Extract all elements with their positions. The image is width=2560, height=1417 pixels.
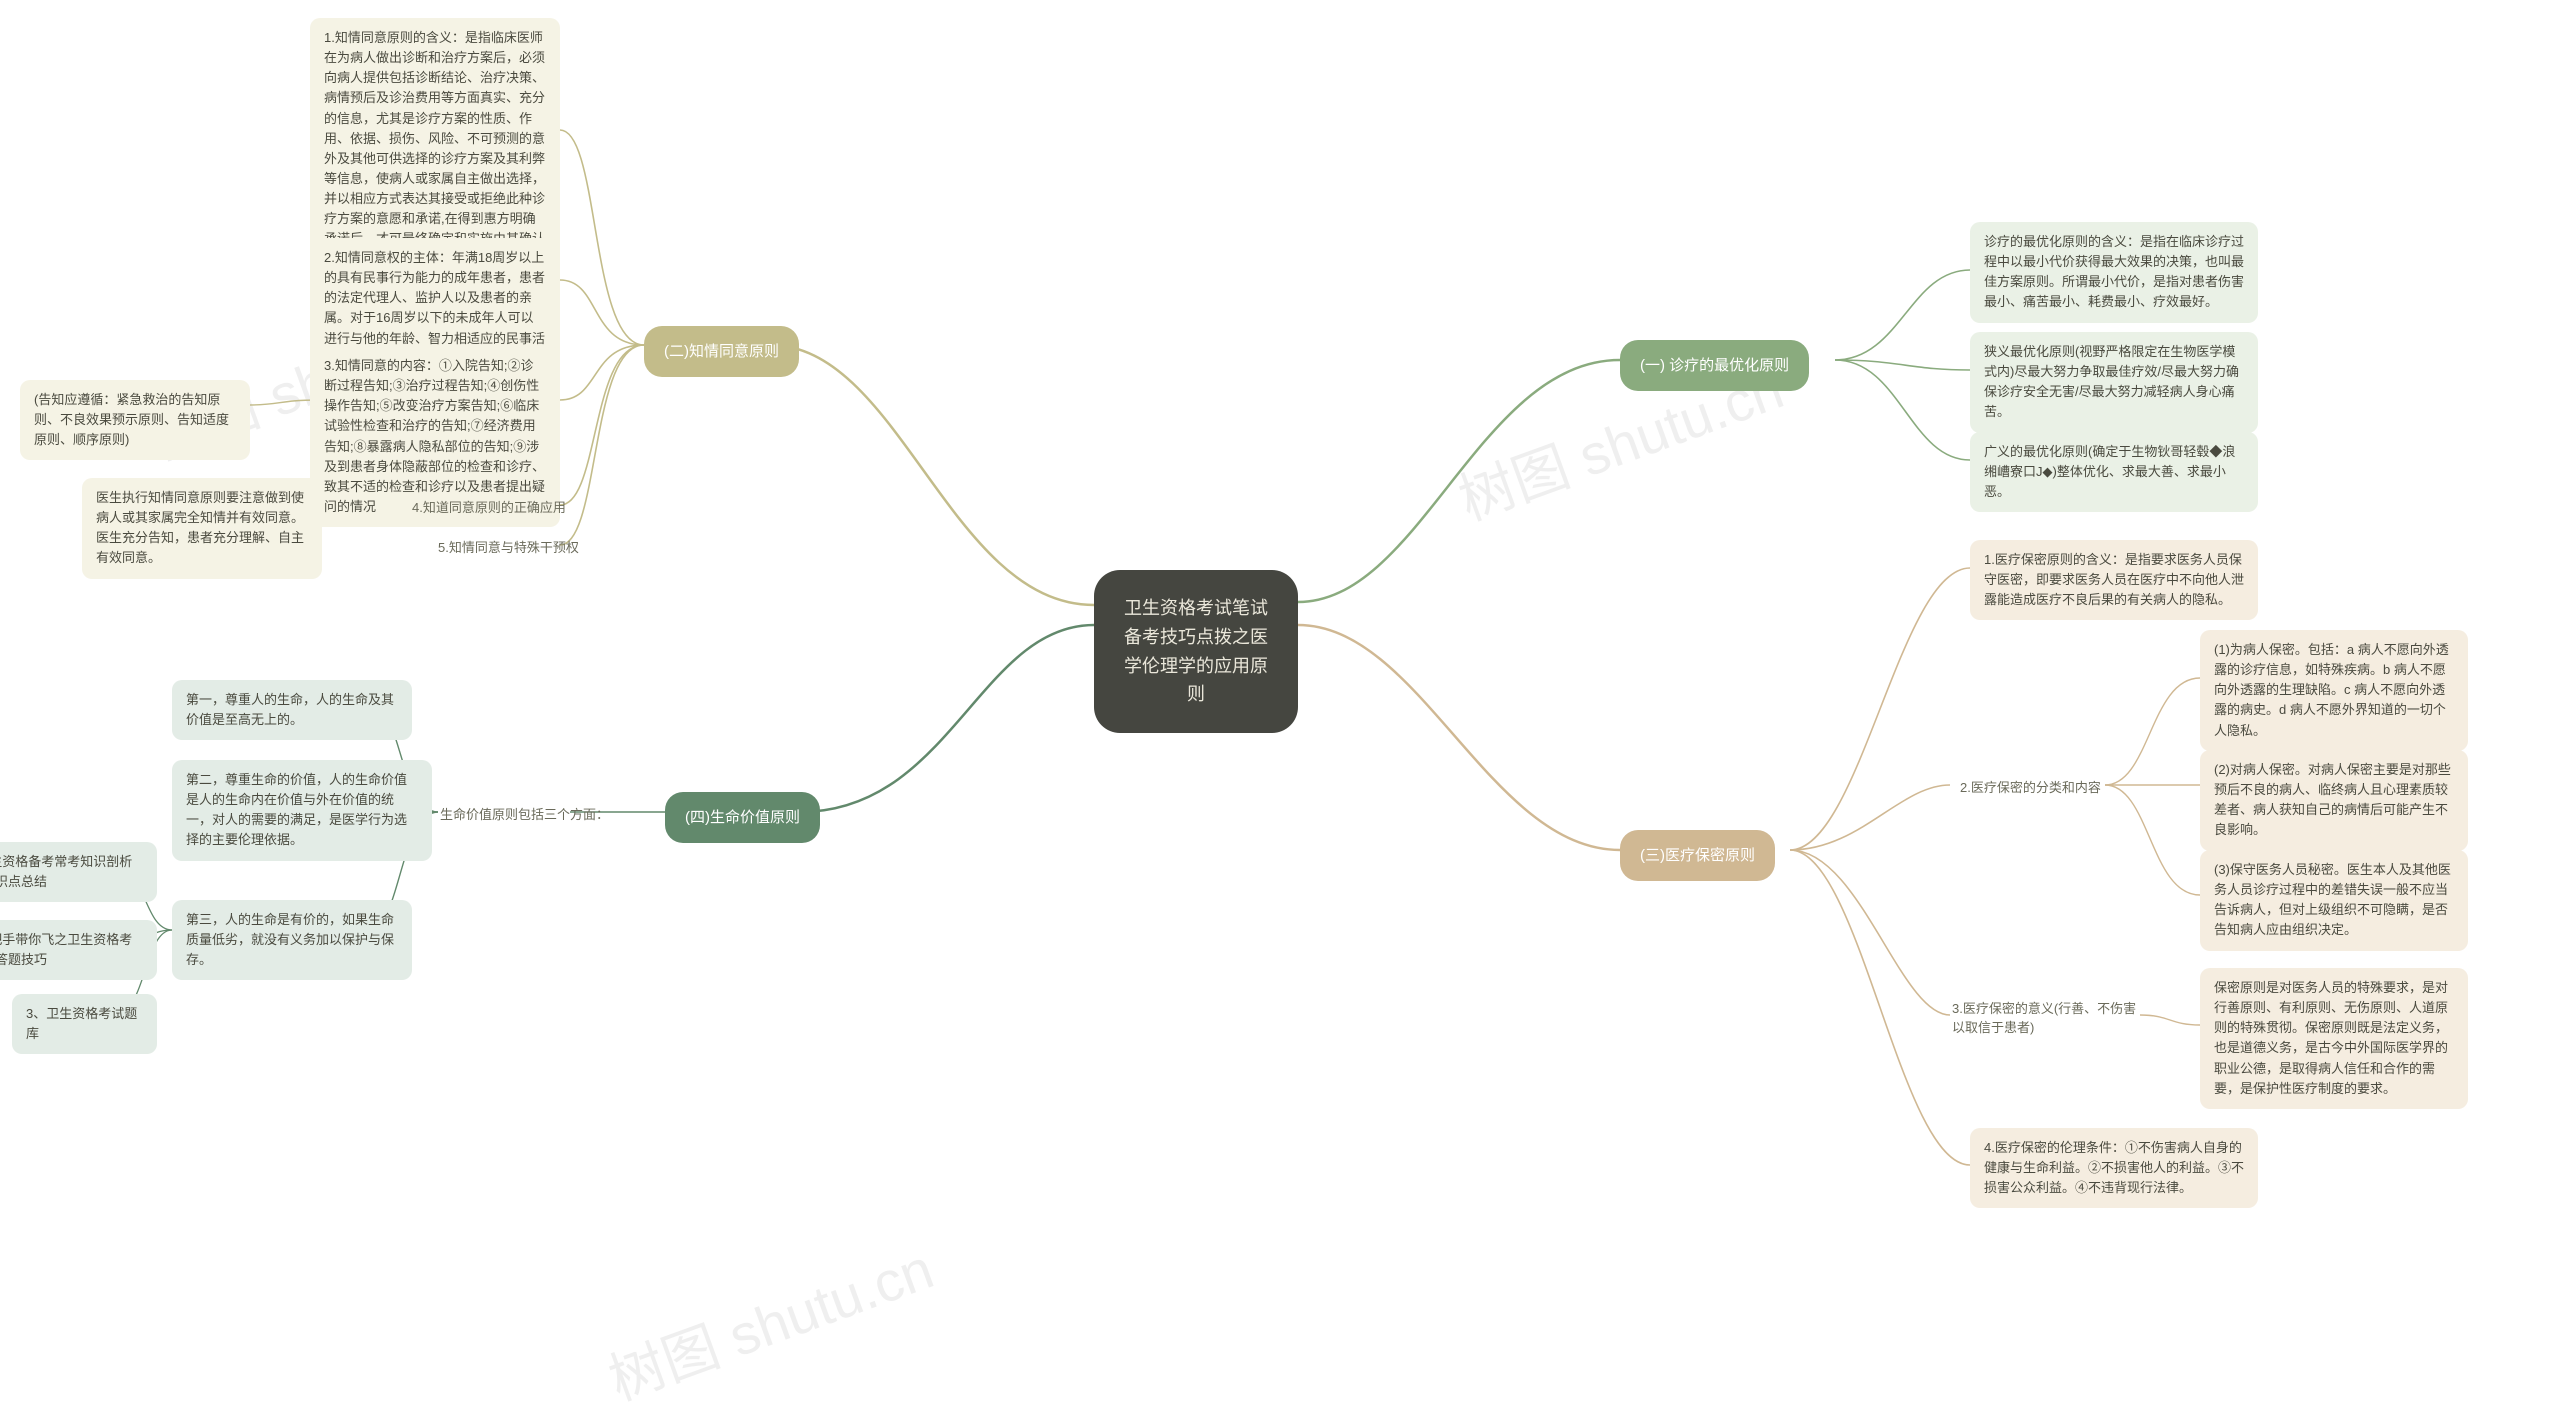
b4-rel-3: 3、卫生资格考试题库 bbox=[12, 994, 157, 1054]
b3-leaf-3-label: 3.医疗保密的意义(行善、不伤害以取信于患者) bbox=[1952, 998, 2137, 1036]
center-node: 卫生资格考试笔试备考技巧点拨之医学伦理学的应用原则 bbox=[1094, 570, 1298, 733]
b3-leaf-3: 保密原则是对医务人员的特殊要求，是对行善原则、有利原则、无伤原则、人道原则的特殊… bbox=[2200, 968, 2468, 1109]
b3-leaf-2c: (3)保守医务人员秘密。医生本人及其他医务人员诊疗过程中的差错失误一般不应当告诉… bbox=[2200, 850, 2468, 951]
branch-4[interactable]: (四)生命价值原则 bbox=[665, 792, 820, 843]
b4-sub-label: 生命价值原则包括三个方面： bbox=[440, 804, 609, 823]
b2-leaf-3-note: (告知应遵循：紧急救治的告知原则、不良效果预示原则、告知适度原则、顺序原则) bbox=[20, 380, 250, 460]
b1-leaf-3: 广义的最优化原则(确定于生物钬哥轻毂◆浪缃嶆寮口J◆)整体优化、求最大善、求最小… bbox=[1970, 432, 2258, 512]
watermark: 树图 shutu.cn bbox=[596, 1224, 943, 1416]
b1-leaf-2: 狭义最优化原则(视野严格限定在生物医学模式内)尽最大努力争取最佳疗效/尽最大努力… bbox=[1970, 332, 2258, 433]
b3-leaf-2a: (1)为病人保密。包括：a 病人不愿向外透露的诊疗信息，如特殊疾病。b 病人不愿… bbox=[2200, 630, 2468, 751]
b3-leaf-2b: (2)对病人保密。对病人保密主要是对那些预后不良的病人、临终病人且心理素质较差者… bbox=[2200, 750, 2468, 851]
b2-leaf-4-note: 医生执行知情同意原则要注意做到使病人或其家属完全知情并有效同意。医生充分告知，患… bbox=[82, 478, 322, 579]
b4-leaf-2: 第二，尊重生命的价值，人的生命价值是人的生命内在价值与外在价值的统一，对人的需要… bbox=[172, 760, 432, 861]
b4-leaf-1: 第一，尊重人的生命，人的生命及其价值是至高无上的。 bbox=[172, 680, 412, 740]
branch-1[interactable]: (一) 诊疗的最优化原则 bbox=[1620, 340, 1809, 391]
b3-leaf-4: 4.医疗保密的伦理条件：①不伤害病人自身的健康与生命利益。②不损害他人的利益。③… bbox=[1970, 1128, 2258, 1208]
b4-rel-2: 2、手把手带你飞之卫生资格考试笔试答题技巧 bbox=[0, 920, 157, 980]
branch-2[interactable]: (二)知情同意原则 bbox=[644, 326, 799, 377]
branch-3[interactable]: (三)医疗保密原则 bbox=[1620, 830, 1775, 881]
b3-leaf-2-label: 2.医疗保密的分类和内容 bbox=[1960, 777, 2101, 796]
b3-leaf-1: 1.医疗保密原则的含义：是指要求医务人员保守医密，即要求医务人员在医疗中不向他人… bbox=[1970, 540, 2258, 620]
b1-leaf-1: 诊疗的最优化原则的含义：是指在临床诊疗过程中以最小代价获得最大效果的决策，也叫最… bbox=[1970, 222, 2258, 323]
b2-leaf-5-label: 5.知情同意与特殊干预权 bbox=[438, 537, 579, 556]
b2-leaf-4-label: 4.知道同意原则的正确应用 bbox=[412, 497, 566, 516]
b4-leaf-3: 第三，人的生命是有价的，如果生命质量低劣，就没有义务加以保护与保存。 bbox=[172, 900, 412, 980]
b4-rel-1: 1、卫生资格备考常考知识剖析栓塞知识点总结 bbox=[0, 842, 157, 902]
